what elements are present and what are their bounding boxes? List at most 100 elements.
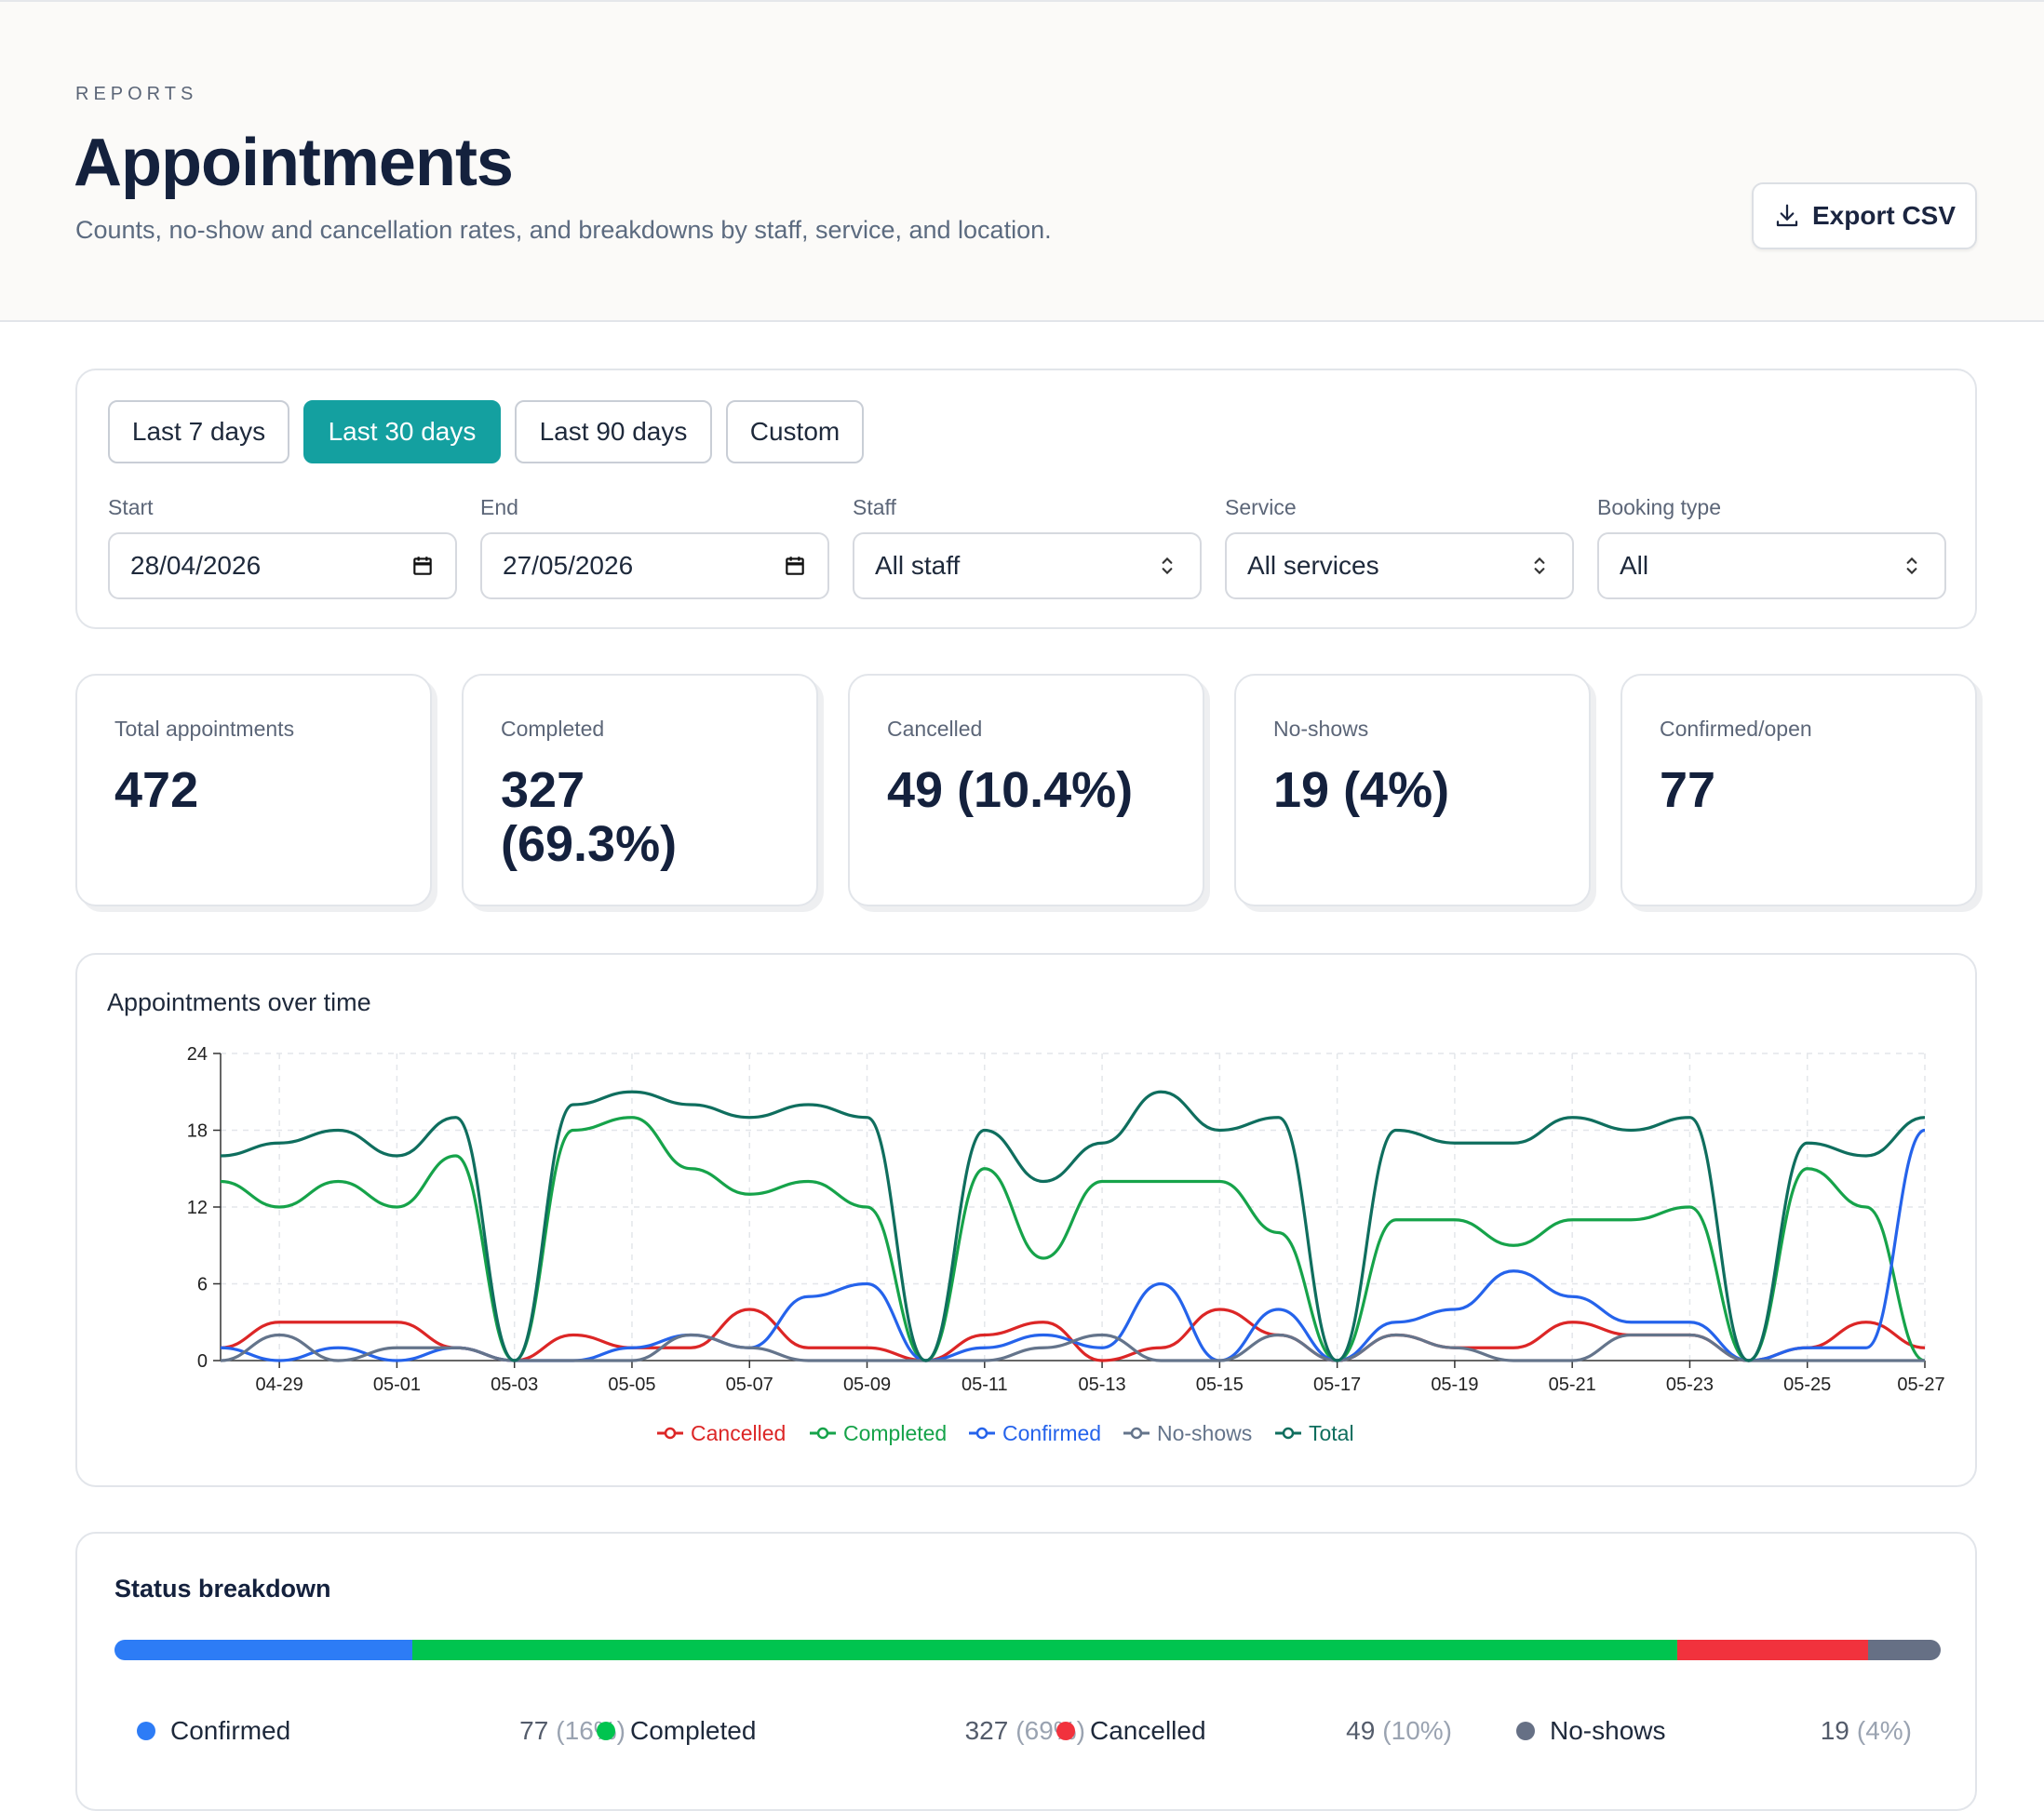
stat-card-completed: Completed 327 (69.3%) — [462, 674, 818, 906]
legend-marker — [664, 1427, 677, 1440]
end-date-input[interactable]: 27/05/2026 — [480, 532, 829, 599]
x-tick-label: 05-09 — [843, 1375, 891, 1395]
start-label: Start — [108, 495, 154, 519]
x-tick-label: 05-25 — [1783, 1375, 1831, 1395]
end-date-value: 27/05/2026 — [503, 551, 634, 580]
status-stacked-bar — [114, 1640, 1941, 1660]
x-tick-label: 05-07 — [726, 1375, 773, 1395]
x-tick-label: 05-19 — [1431, 1375, 1478, 1395]
status-value-confirmed: 77 (16%) — [519, 1712, 625, 1750]
range-last-30-days-button[interactable]: Last 30 days — [303, 400, 501, 463]
stat-label: Cancelled — [887, 717, 983, 741]
x-tick-label: 05-03 — [491, 1375, 538, 1395]
status-percent: (4%) — [1856, 1716, 1912, 1745]
status-legend-completed: Completed — [597, 1712, 756, 1750]
x-tick-label: 05-01 — [373, 1375, 421, 1395]
booking-type-label: Booking type — [1597, 495, 1721, 519]
legend-label: Cancelled — [691, 1421, 786, 1445]
appointments-chart-card: Appointments over time 0 6 12 18 24 04-29 05-0… — [75, 953, 1977, 1487]
page-eyebrow: REPORTS — [75, 84, 198, 104]
stat-card-no-shows: No-shows 19 (4%) — [1234, 674, 1591, 906]
chart-title: Appointments over time — [107, 988, 371, 1016]
status-breakdown-card: Status breakdown Confirmed 77 (16%) Compl… — [75, 1532, 1977, 1811]
page-header: REPORTS Appointments Counts, no-show and… — [0, 0, 2044, 322]
stat-value: 472 — [114, 762, 199, 818]
status-bar-segment-cancelled — [1677, 1640, 1868, 1660]
staff-select[interactable]: All staff — [853, 532, 1202, 599]
stat-value: 327 (69.3%) — [501, 762, 678, 872]
range-last-90-days-button[interactable]: Last 90 days — [515, 400, 712, 463]
chevron-up-down-icon — [1534, 557, 1545, 575]
x-tick-label: 05-05 — [608, 1375, 655, 1395]
filters-card: Last 7 days Last 30 days Last 90 days Cu… — [75, 369, 1977, 629]
start-date-value: 28/04/2026 — [130, 551, 262, 580]
appointments-line-chart: 0 6 12 18 24 04-29 05-01 05-03 05-05 05-07 05-09 05… — [187, 1044, 1945, 1445]
status-percent: (10%) — [1382, 1716, 1452, 1745]
download-icon — [1776, 204, 1798, 227]
series-line-total — [220, 1090, 1926, 1362]
end-label: End — [480, 495, 518, 519]
range-custom-button[interactable]: Custom — [726, 400, 864, 463]
stat-card-confirmed-open: Confirmed/open 77 — [1620, 674, 1977, 906]
stat-label: Completed — [501, 717, 605, 741]
service-select-value: All services — [1247, 551, 1379, 580]
staff-select-value: All staff — [875, 551, 961, 580]
stat-label: No-shows — [1273, 717, 1369, 741]
booking-type-select[interactable]: All — [1597, 532, 1946, 599]
export-csv-button[interactable]: Export CSV — [1752, 182, 1977, 249]
status-value-cancelled: 49 (10%) — [1346, 1712, 1452, 1750]
status-count: 327 — [964, 1716, 1009, 1745]
x-tick-label: 04-29 — [256, 1375, 303, 1395]
start-date-input[interactable]: 28/04/2026 — [108, 532, 457, 599]
status-label: Completed — [630, 1716, 757, 1745]
status-label: Cancelled — [1090, 1716, 1206, 1745]
stat-value: 77 — [1660, 762, 1716, 818]
series-line-no-shows — [220, 1333, 1925, 1362]
x-tick-label: 05-17 — [1313, 1375, 1361, 1395]
range-last-7-days-button[interactable]: Last 7 days — [108, 400, 289, 463]
series-line-completed — [220, 1116, 1926, 1362]
y-tick-label: 24 — [187, 1044, 208, 1065]
cancelled-dot-icon — [1056, 1722, 1075, 1740]
chevron-up-down-icon — [1162, 557, 1173, 575]
status-label: Confirmed — [170, 1716, 291, 1745]
no-shows-dot-icon — [1516, 1722, 1535, 1740]
x-tick-label: 05-11 — [961, 1375, 1008, 1395]
status-legend-confirmed: Confirmed — [137, 1712, 290, 1750]
status-count: 77 — [519, 1716, 549, 1745]
status-bar-segment-no-shows — [1867, 1640, 1941, 1660]
x-tick-label: 05-15 — [1196, 1375, 1244, 1395]
status-breakdown-title: Status breakdown — [114, 1575, 331, 1603]
legend-marker — [1130, 1427, 1143, 1440]
stat-label: Confirmed/open — [1660, 717, 1812, 741]
status-value-no-shows: 19 (4%) — [1821, 1712, 1912, 1750]
status-label: No-shows — [1550, 1716, 1666, 1745]
status-legend-cancelled: Cancelled — [1056, 1712, 1206, 1750]
page-title: Appointments — [74, 126, 514, 200]
calendar-icon[interactable] — [410, 552, 435, 580]
legend-label: No-shows — [1157, 1421, 1252, 1445]
calendar-icon[interactable] — [783, 552, 807, 580]
legend-label: Confirmed — [1002, 1421, 1101, 1445]
x-tick-label: 05-23 — [1666, 1375, 1714, 1395]
booking-type-select-value: All — [1620, 551, 1649, 580]
confirmed-dot-icon — [137, 1722, 155, 1740]
chevron-up-down-icon — [1906, 557, 1917, 575]
service-label: Service — [1225, 495, 1297, 519]
completed-dot-icon — [597, 1722, 615, 1740]
x-tick-label: 05-21 — [1549, 1375, 1596, 1395]
page-subtitle: Counts, no-show and cancellation rates, … — [75, 216, 1052, 244]
export-csv-label: Export CSV — [1811, 201, 1957, 230]
stat-card-total: Total appointments 472 — [75, 674, 432, 906]
legend-marker — [816, 1427, 829, 1440]
stat-value: 19 (4%) — [1273, 762, 1450, 818]
legend-label: Completed — [843, 1421, 947, 1445]
series-line-confirmed — [220, 1128, 1926, 1362]
status-legend-no-shows: No-shows — [1516, 1712, 1665, 1750]
stat-value: 49 (10.4%) — [887, 762, 1134, 818]
x-tick-label: 05-27 — [1897, 1375, 1944, 1395]
service-select[interactable]: All services — [1225, 532, 1574, 599]
legend-label: Total — [1309, 1421, 1354, 1445]
status-bar-segment-completed — [411, 1640, 1678, 1660]
stat-card-cancelled: Cancelled 49 (10.4%) — [848, 674, 1204, 906]
